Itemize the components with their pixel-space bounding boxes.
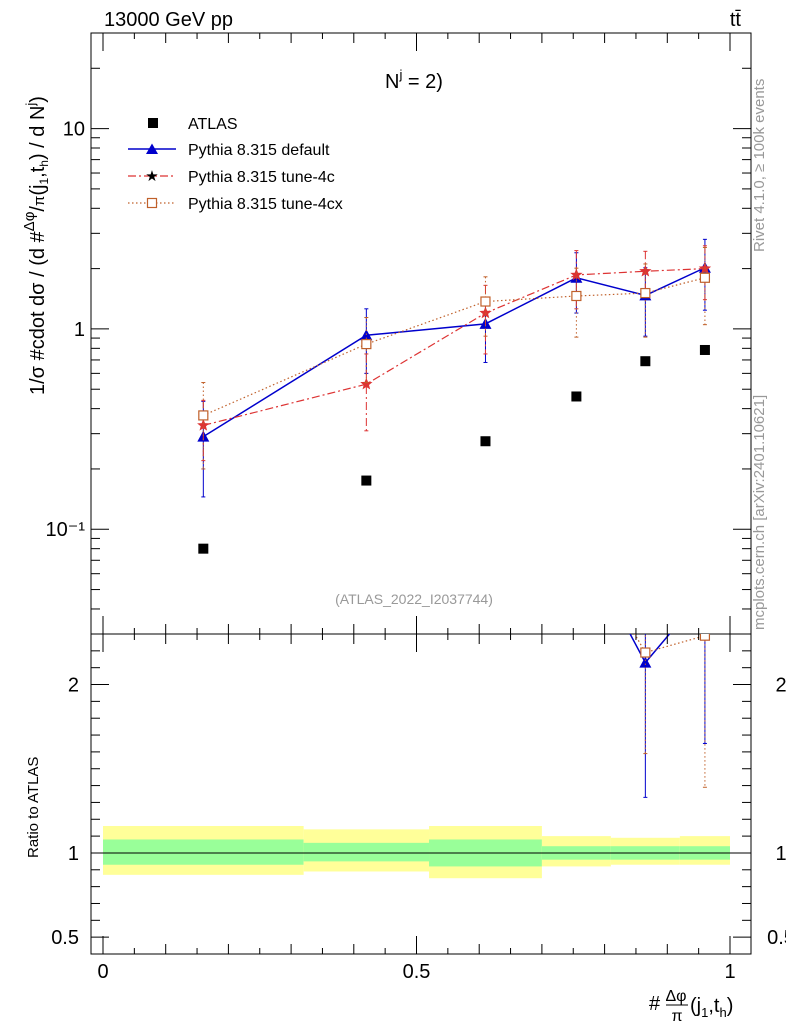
ratio-point-tune4cx — [699, 634, 711, 641]
svg-text:Δφ: Δφ — [665, 988, 686, 1005]
series-line-default — [202, 267, 706, 438]
energy-label: 13000 GeV pp — [104, 9, 233, 31]
source-label: mcplots.cern.ch [arXiv:2401.10621] — [751, 395, 768, 630]
legend: ATLAS Pythia 8.315 default ★ Pythia 8.31… — [128, 116, 343, 213]
y-tick-label-ratio-right: 1 — [775, 843, 786, 865]
data-point-tune4c — [479, 306, 492, 319]
legend-label-tune4cx: Pythia 8.315 tune-4cx — [188, 196, 343, 213]
svg-text:π: π — [671, 1008, 682, 1024]
y-tick-label-ratio: 1 — [68, 843, 79, 865]
x-tick-label: 1 — [724, 961, 735, 983]
data-point-tune4c — [639, 264, 652, 277]
data-point-tune4cx — [198, 410, 209, 421]
data-point-tune4cx — [571, 290, 582, 302]
x-tick-label: 0.5 — [403, 961, 431, 983]
legend-marker-tune4cx — [146, 197, 158, 209]
y-tick-label-ratio-right: 0.5 — [767, 927, 786, 949]
data-point-tune4cx — [640, 287, 651, 299]
process-label: tt̄ — [730, 9, 742, 31]
ratio-band-inner — [303, 842, 430, 862]
ratio-band — [103, 826, 730, 879]
legend-label-tune4c: Pythia 8.315 tune-4c — [188, 169, 335, 186]
data-point-atlas — [361, 475, 372, 486]
data-point-tune4cx — [480, 296, 491, 307]
x-axis-label: # Δφ π (j1,th) — [649, 988, 733, 1024]
legend-label-default: Pythia 8.315 default — [188, 142, 330, 159]
data-point-atlas — [571, 391, 582, 402]
y-axis-label-main: 1/σ #cdot dσ / (d #Δφ/π(j1,th) / d Nj) — [21, 96, 51, 395]
data-point-atlas — [640, 356, 651, 367]
y-tick-label-ratio: 0.5 — [51, 927, 79, 949]
data-point-atlas — [198, 543, 209, 554]
legend-marker-tune4c: ★ — [145, 168, 158, 185]
rivet-label: Rivet 4.1.0, ≥ 100k events — [751, 79, 768, 252]
legend-marker-atlas — [148, 118, 158, 128]
series-line-tune4c — [203, 268, 705, 426]
legend-marker-default — [146, 143, 158, 154]
data-point-tune4cx — [361, 338, 372, 350]
ratio-line-tune4cx — [633, 634, 706, 654]
series-line-tune4cx — [203, 277, 706, 416]
y-tick-label-ratio-right: 2 — [775, 675, 786, 697]
ratio-point-default — [639, 656, 652, 668]
ratio-point-default — [699, 586, 711, 597]
ratio-band-inner — [103, 839, 304, 865]
y-tick-label-main: 10⁻¹ — [46, 519, 86, 541]
y-tick-label-main: 1 — [74, 319, 85, 341]
data-point-tune4c — [197, 418, 210, 431]
y-tick-label-main: 10 — [63, 119, 85, 141]
data-point-tune4cx — [699, 272, 711, 283]
legend-label-atlas: ATLAS — [188, 116, 238, 133]
ratio-line-default — [629, 634, 671, 664]
ratio-point-tune4cx — [640, 647, 651, 658]
x-tick-label: 0 — [97, 961, 108, 983]
ratio-plot-frame — [90, 633, 752, 955]
data-point-atlas — [480, 436, 491, 447]
panel-title: Nj = 2) — [385, 67, 443, 93]
axes-ticks: 10⁻¹ 1 10 0.5 0.5 1 1 2 2 0 0.5 1 — [46, 32, 786, 983]
data-point-atlas — [699, 344, 710, 355]
y-tick-label-ratio: 2 — [68, 675, 79, 697]
main-series — [197, 238, 712, 554]
svg-text:#: # — [649, 993, 661, 1015]
analysis-ref: (ATLAS_2022_I2037744) — [335, 591, 493, 607]
data-point-tune4c — [570, 268, 583, 281]
data-point-tune4c — [360, 377, 373, 390]
y-axis-label-ratio: Ratio to ATLAS — [25, 757, 42, 858]
ratio-series — [629, 586, 711, 798]
svg-text:(j1,th): (j1,th) — [690, 995, 733, 1020]
